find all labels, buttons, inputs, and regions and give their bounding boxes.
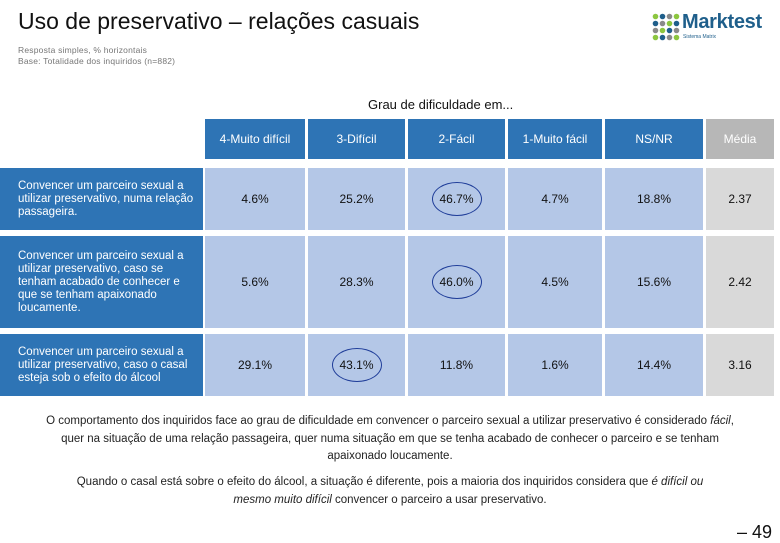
row-label: Convencer um parceiro sexual a utilizar … [0, 334, 203, 396]
table-title: Grau de dificuldade em... [368, 97, 514, 112]
p1-text-b: , quer na situação de uma relação passag… [61, 415, 734, 462]
logo-name: Marktest [682, 11, 762, 33]
table-cell: 25.2% [308, 168, 405, 230]
table-cell: 29.1% [205, 334, 305, 396]
table-cell: 4.7% [508, 168, 602, 230]
table-cell: 5.6% [205, 236, 305, 328]
column-header: 2-Fácil [408, 119, 505, 159]
highlight-circle [331, 348, 382, 382]
table-cell: 18.8% [605, 168, 703, 230]
marktest-logo: Marktest Sistema Matrix [652, 11, 762, 43]
commentary-paragraph-2: Quando o casal está sobre o efeito do ál… [60, 474, 720, 509]
table-cell: 4.6% [205, 168, 305, 230]
logo-dots-icon [652, 13, 680, 41]
highlight-circle [431, 182, 482, 216]
column-header: 3-Difícil [308, 119, 405, 159]
p2-text-a: Quando o casal está sobre o efeito do ál… [76, 476, 652, 488]
column-header: NS/NR [605, 119, 703, 159]
p1-text-a: O comportamento dos inquiridos face ao g… [46, 415, 711, 427]
table-cell: 3.16 [706, 334, 774, 396]
page-title: Uso de preservativo – relações casuais [18, 8, 420, 34]
response-type-note: Resposta simples, % horizontais [18, 45, 148, 55]
p2-text-b: convencer o parceiro a usar preservativo… [331, 493, 547, 506]
p2-emphasis: é difícil ou mesmo muito difícil [233, 476, 704, 506]
table-cell: 11.8% [408, 334, 505, 396]
commentary-paragraph-1: O comportamento dos inquiridos face ao g… [40, 413, 740, 466]
table-cell: 1.6% [508, 334, 602, 396]
table-cell: 2.42 [706, 236, 774, 328]
column-header: 4-Muito difícil [205, 119, 305, 159]
page-number: – 49 [736, 522, 772, 542]
highlight-circle [431, 265, 482, 299]
table-cell: 2.37 [706, 168, 774, 230]
row-label: Convencer um parceiro sexual a utilizar … [0, 236, 203, 328]
base-note: Base: Totalidade dos inquiridos (n=882) [18, 56, 176, 66]
column-header: Média [706, 119, 774, 159]
table-cell: 28.3% [308, 236, 405, 328]
table-cell: 4.5% [508, 236, 602, 328]
table-cell: 15.6% [605, 236, 703, 328]
logo-tagline: Sistema Matrix [683, 34, 717, 40]
row-label: Convencer um parceiro sexual a utilizar … [0, 168, 203, 230]
table-cell: 14.4% [605, 334, 703, 396]
column-header: 1-Muito fácil [508, 119, 602, 159]
p1-emphasis: fácil [710, 415, 731, 427]
